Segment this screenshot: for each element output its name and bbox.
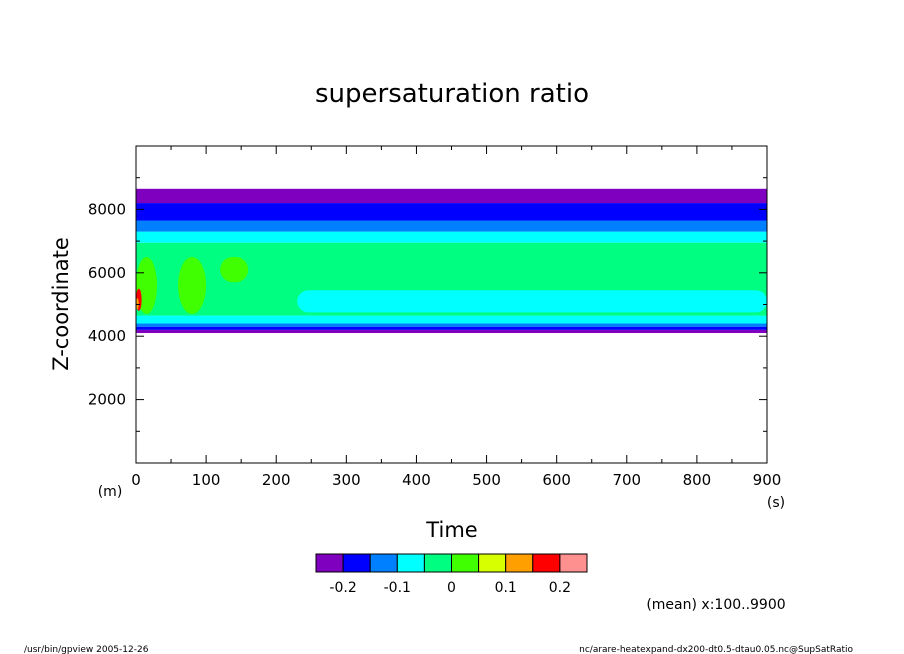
contour-band-5	[136, 231, 767, 243]
y-tick-label: 4000	[88, 327, 126, 345]
colorbar-swatch	[396, 553, 425, 573]
colorbar-level-label: 0	[447, 580, 456, 596]
y-axis-unit: (m)	[98, 484, 123, 500]
footer-right: nc/arare-heatexpand-dx200-dt0.5-dtau0.05…	[579, 645, 853, 654]
colorbar-level-label: 0.1	[495, 580, 517, 596]
x-tick-label: 500	[472, 471, 501, 489]
contour-feature-3	[220, 256, 249, 283]
y-tick-label: 8000	[88, 200, 126, 218]
colorbar-level-label: 0.2	[549, 580, 571, 596]
footer-left: /usr/bin/gpview 2005-12-26	[24, 645, 149, 654]
colorbar-swatch	[505, 553, 534, 573]
contour-fill	[136, 188, 767, 334]
mean-annotation: (mean) x:100..9900	[646, 597, 785, 613]
contour-band-6	[136, 220, 767, 232]
contour-feature-0	[297, 290, 767, 313]
y-tick-label: 6000	[88, 264, 126, 282]
x-tick-label: 200	[262, 471, 291, 489]
colorbar-level-label: -0.1	[384, 580, 411, 596]
x-tick-label: 900	[753, 471, 782, 489]
chart-title: supersaturation ratio	[315, 79, 589, 109]
contour-band-7	[136, 203, 767, 221]
axis-ticks	[135, 146, 768, 463]
colorbar-swatch	[423, 553, 452, 573]
x-tick-label: 800	[683, 471, 712, 489]
x-tick-label: 700	[612, 471, 641, 489]
x-tick-label: 400	[402, 471, 431, 489]
contour-band-2	[136, 323, 767, 327]
y-axis-title: Z-coordinate	[49, 237, 73, 371]
colorbar: -0.2 -0.1 0 0.1 0.2	[315, 553, 588, 596]
axis-tick-labels: 0 100 200 300 400 500 600 700 800 900 2000 4000 6000…	[88, 200, 782, 489]
y-tick-label: 2000	[88, 391, 126, 409]
colorbar-swatch	[369, 553, 398, 573]
x-axis-unit: (s)	[767, 495, 785, 511]
contour-band-8	[136, 188, 767, 204]
contour-band-3	[136, 315, 767, 324]
contour-feature-5	[136, 298, 139, 310]
x-tick-label: 600	[542, 471, 571, 489]
contour-feature-2	[178, 256, 207, 315]
contour-band-0	[136, 329, 767, 334]
colorbar-level-label: -0.2	[329, 580, 356, 596]
contour-band-1	[136, 326, 767, 330]
colorbar-swatch	[342, 553, 371, 573]
x-tick-label: 0	[131, 471, 141, 489]
colorbar-swatch	[559, 553, 588, 573]
x-tick-label: 100	[192, 471, 221, 489]
x-tick-label: 300	[332, 471, 361, 489]
colorbar-swatch	[478, 553, 507, 573]
colorbar-swatch	[315, 553, 344, 573]
colorbar-swatch	[532, 553, 561, 573]
x-axis-title: Time	[425, 518, 477, 542]
colorbar-swatch	[451, 553, 480, 573]
